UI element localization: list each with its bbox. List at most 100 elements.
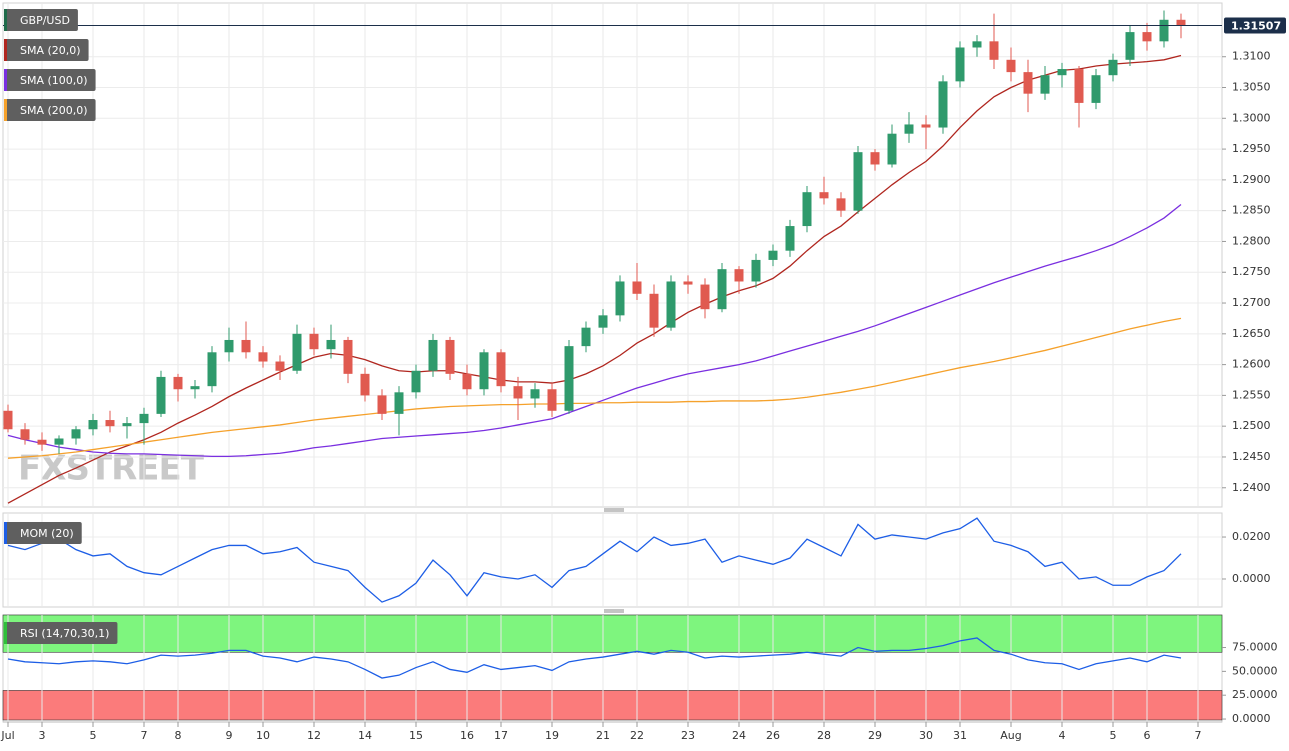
candle-body <box>139 413 149 424</box>
y-tick-label: 1.2650 <box>1232 327 1271 340</box>
y-tick-label: 0.0200 <box>1232 530 1271 543</box>
candle-body <box>37 439 47 445</box>
x-tick-label: 29 <box>868 729 882 742</box>
candle-body <box>564 346 574 411</box>
panel-background <box>2 2 1223 508</box>
candle-body <box>921 124 931 128</box>
candle-body <box>428 339 438 371</box>
legend-box <box>4 622 118 644</box>
legend-entry: SMA (20,0) <box>4 39 89 61</box>
y-tick-label: 1.2900 <box>1232 173 1271 186</box>
candle-body <box>598 315 608 328</box>
x-tick-label: 17 <box>494 729 508 742</box>
candle-body <box>105 420 115 427</box>
candle-body <box>700 284 710 310</box>
y-tick-label: 1.2550 <box>1232 388 1271 401</box>
legend-swatch <box>4 622 7 644</box>
legend-swatch <box>4 39 7 61</box>
candle-body <box>445 339 455 374</box>
candle-body <box>1040 75 1050 94</box>
candle-body <box>819 192 829 199</box>
candle-body <box>292 333 302 371</box>
legend-box <box>4 9 78 31</box>
candle-body <box>1108 59 1118 76</box>
candle-body <box>54 438 64 445</box>
legend-box <box>4 99 96 121</box>
candle-body <box>309 333 319 350</box>
y-tick-label: 1.2600 <box>1232 358 1271 371</box>
x-tick-label: 7 <box>141 729 148 742</box>
candle-body <box>666 281 676 328</box>
x-tick-label: 7 <box>1195 729 1202 742</box>
y-tick-label: 0.0000 <box>1232 712 1271 725</box>
candle-body <box>972 41 982 48</box>
x-tick-label: 23 <box>681 729 695 742</box>
x-tick-label: Aug <box>1000 729 1021 742</box>
x-tick-label: 19 <box>545 729 559 742</box>
x-tick-label: 9 <box>226 729 233 742</box>
sma-line <box>7 54 1182 504</box>
candle-body <box>513 386 523 399</box>
legend-text: MOM (20) <box>20 527 74 540</box>
y-tick-label: 1.2400 <box>1232 481 1271 494</box>
overbought-band <box>2 614 1223 653</box>
candle-body <box>870 152 880 165</box>
candle-body <box>649 293 659 328</box>
candle-body <box>360 373 370 396</box>
y-tick-label: 1.2450 <box>1232 450 1271 463</box>
candle-body <box>1159 19 1169 42</box>
candle-body <box>904 124 914 134</box>
x-tick-label: 24 <box>732 729 746 742</box>
legend-box <box>4 69 96 91</box>
last-price-label: 1.31507 <box>1231 20 1281 33</box>
candle-body <box>1125 32 1135 60</box>
candle-body <box>955 47 965 82</box>
candle-body <box>1176 19 1186 26</box>
candle-body <box>632 281 642 294</box>
legend-text: SMA (20,0) <box>20 44 81 57</box>
candle-body <box>224 339 234 353</box>
candle-body <box>343 339 353 374</box>
candle-body <box>751 259 761 282</box>
candle-body <box>275 361 285 371</box>
candle-body <box>190 386 200 390</box>
x-tick-label: 21 <box>596 729 610 742</box>
candle-body <box>156 376 166 414</box>
x-tick-label: 3 <box>39 729 46 742</box>
legend-swatch <box>4 99 7 121</box>
y-tick-label: 1.2750 <box>1232 265 1271 278</box>
y-tick-label: 1.2950 <box>1232 142 1271 155</box>
x-tick-label: 28 <box>817 729 831 742</box>
y-tick-label: 50.0000 <box>1232 664 1278 677</box>
candle-body <box>1057 69 1067 76</box>
candle-body <box>258 352 268 362</box>
legend-text: RSI (14,70,30,1) <box>20 627 109 640</box>
indicator-line <box>7 637 1182 679</box>
y-tick-label: 1.2500 <box>1232 419 1271 432</box>
y-tick-label: 1.3000 <box>1232 111 1271 124</box>
oversold-band <box>2 690 1223 721</box>
candle-body <box>88 420 98 430</box>
legend-text: GBP/USD <box>20 14 70 27</box>
legend-box <box>4 39 89 61</box>
candle-body <box>173 376 183 390</box>
candle-body <box>71 429 81 439</box>
candle-body <box>326 339 336 350</box>
y-tick-label: 1.2850 <box>1232 204 1271 217</box>
y-tick-label: 75.0000 <box>1232 641 1278 654</box>
y-tick-label: 1.3100 <box>1232 50 1271 63</box>
x-tick-label: 14 <box>358 729 372 742</box>
candle-body <box>547 389 557 411</box>
candle-body <box>802 192 812 227</box>
legend-entry: MOM (20) <box>4 522 82 544</box>
x-tick-label: 10 <box>256 729 270 742</box>
x-tick-label: 8 <box>175 729 182 742</box>
candle-body <box>734 269 744 282</box>
legend-entry: SMA (200,0) <box>4 99 96 121</box>
x-tick-label: 12 <box>307 729 321 742</box>
x-tick-label: 5 <box>90 729 97 742</box>
legend-entry: RSI (14,70,30,1) <box>4 622 118 644</box>
legend-swatch <box>4 69 7 91</box>
